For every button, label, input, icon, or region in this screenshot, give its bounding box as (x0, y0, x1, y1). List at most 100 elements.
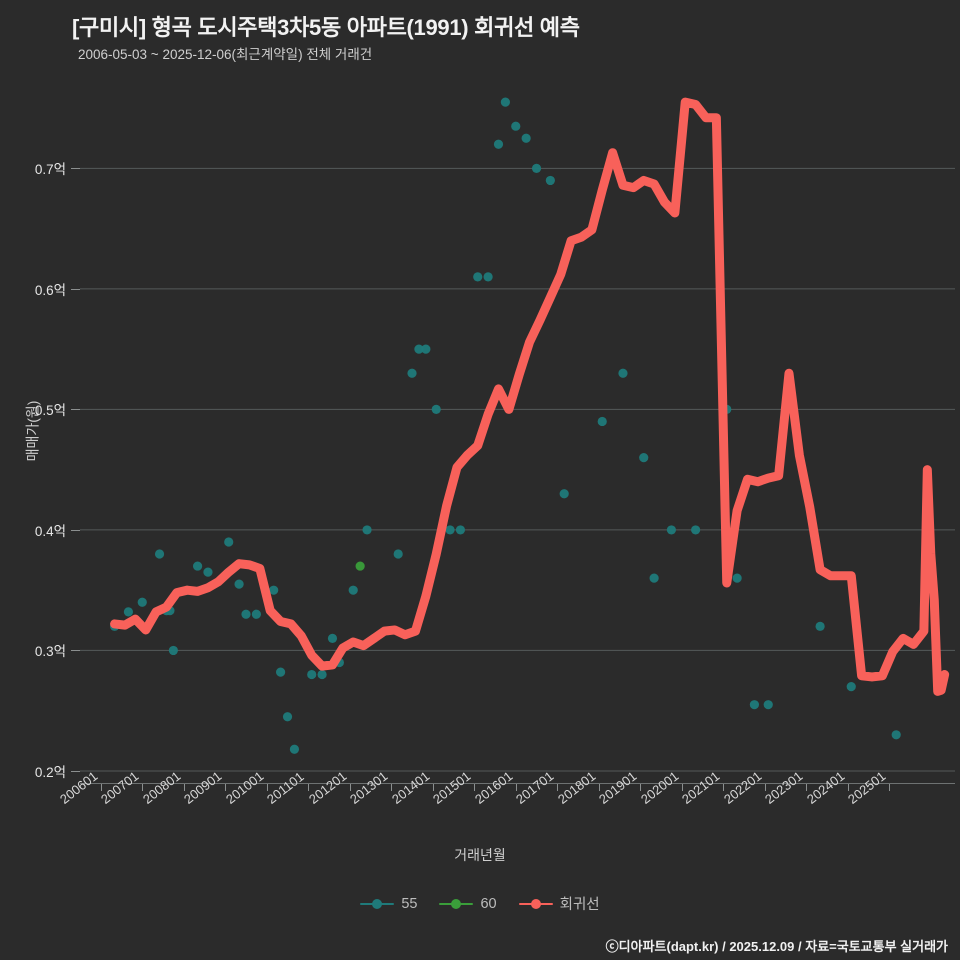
scatter-point (123, 607, 134, 617)
x-axis-tick-mark (640, 784, 642, 791)
scatter-point (348, 585, 358, 595)
x-axis-tick-mark (349, 784, 351, 791)
scatter-point (545, 175, 555, 186)
scatter-point (431, 404, 441, 415)
scatter-point (234, 579, 244, 589)
scatter-point (445, 525, 455, 535)
scatter-point (421, 344, 431, 354)
scatter-point (639, 453, 649, 463)
y-axis-tick-mark (71, 529, 80, 531)
scatter-point (407, 368, 417, 378)
x-axis-tick-mark (723, 784, 725, 791)
y-axis-tick-label: 0.7억 (34, 162, 66, 178)
scatter-point (511, 121, 521, 131)
scatter-point (891, 730, 901, 740)
scatter-point (154, 549, 165, 559)
legend-marker-icon (360, 898, 395, 910)
y-axis-tick-mark (71, 650, 80, 652)
scatter-point (203, 567, 213, 577)
regression-line (110, 97, 950, 696)
legend-item-3[interactable]: 회귀선 (518, 893, 600, 914)
scatter-point (473, 272, 483, 282)
legend-label: 55 (401, 895, 418, 912)
scatter-point (393, 549, 403, 559)
scatter-point (282, 712, 293, 722)
x-axis-tick-mark (847, 784, 849, 791)
scatter-point (749, 700, 760, 710)
x-axis-tick-mark (764, 784, 766, 791)
y-axis: 매매가(원) 0.2억 0.3억 0.4억 0.5억 0.6억 0.7억 (0, 78, 80, 783)
scatter-point (317, 669, 327, 680)
y-axis-tick-mark (71, 770, 80, 772)
chart-canvas (109, 97, 950, 754)
x-axis-tick-mark (515, 784, 517, 791)
x-axis-tick-mark (432, 784, 434, 791)
x-axis-title: 거래년월 (454, 847, 506, 863)
x-axis-tick-mark (183, 784, 185, 791)
scatter-point (224, 537, 234, 547)
legend-marker-icon (439, 898, 474, 910)
scatter-point (666, 525, 677, 535)
scatter-point (307, 669, 317, 680)
y-axis-tick-label: 0.3억 (34, 644, 66, 660)
x-axis-line (80, 783, 955, 784)
y-axis-tick-mark (71, 409, 80, 411)
scatter-point (815, 621, 825, 631)
x-axis-tick-mark (889, 784, 891, 791)
scatter-point (455, 525, 466, 535)
legend-item-2[interactable]: 60 (439, 895, 497, 912)
scatter-point (763, 700, 773, 710)
scatter-point (414, 344, 424, 354)
scatter-point (500, 97, 510, 107)
scatter-point (618, 368, 628, 378)
page-subtitle: 2006-05-03 ~ 2025-12-06(최근계약일) 전체 거래건 (78, 47, 373, 62)
footer-credit: ⓒ디아파트(dapt.kr) / 2025.12.09 / 자료=국토교통부 실… (605, 939, 948, 954)
legend-label: 회귀선 (559, 897, 600, 913)
x-axis-tick-mark (474, 784, 476, 791)
scatter-point (597, 416, 607, 427)
page-title: [구미시] 형곡 도시주택3차5동 아파트(1991) 회귀선 예측 (72, 15, 580, 40)
scatter-point (483, 272, 493, 282)
scatter-point (846, 681, 856, 692)
gridlines (80, 167, 955, 772)
scatter-point (327, 633, 338, 643)
scatter-point (691, 525, 701, 535)
scatter-point (137, 597, 147, 607)
scatter-point (531, 163, 542, 173)
scatter-point (192, 561, 203, 571)
chart-legend: 55 60 회귀선 (0, 893, 960, 914)
y-axis-tick-mark (71, 168, 80, 170)
scatter-point (649, 573, 659, 583)
x-axis-tick-mark (225, 784, 227, 791)
scatter-point (559, 489, 569, 499)
y-axis-tick-label: 0.5억 (34, 403, 66, 419)
scatter-point (732, 573, 742, 583)
legend-label: 60 (480, 895, 497, 912)
scatter-point (168, 645, 178, 656)
y-axis-tick-mark (71, 288, 80, 290)
y-axis-tick-label: 0.4억 (34, 523, 66, 539)
scatter-point (355, 561, 365, 571)
scatter-point (521, 133, 531, 143)
x-axis-tick-mark (598, 784, 600, 791)
scatter-point (251, 609, 261, 619)
x-axis-tick-mark (806, 784, 808, 791)
x-axis-tick-mark (557, 784, 559, 791)
plot-area (80, 78, 955, 783)
scatter-point (275, 667, 286, 677)
legend-item-1[interactable]: 55 (360, 896, 417, 912)
x-axis-tick-mark (308, 784, 310, 791)
scatter-point (493, 139, 504, 149)
x-axis-tick-mark (266, 784, 268, 791)
y-axis-tick-label: 0.6억 (34, 282, 66, 298)
x-axis-tick-mark (391, 784, 393, 791)
scatter-point (289, 744, 300, 754)
legend-marker-icon (518, 898, 553, 910)
scatter-point (362, 525, 372, 535)
x-axis-tick-mark (142, 784, 144, 791)
scatter-point (241, 609, 251, 619)
scatter-point (269, 585, 279, 595)
x-axis-tick-mark (100, 784, 102, 791)
x-axis-tick-mark (681, 784, 683, 791)
